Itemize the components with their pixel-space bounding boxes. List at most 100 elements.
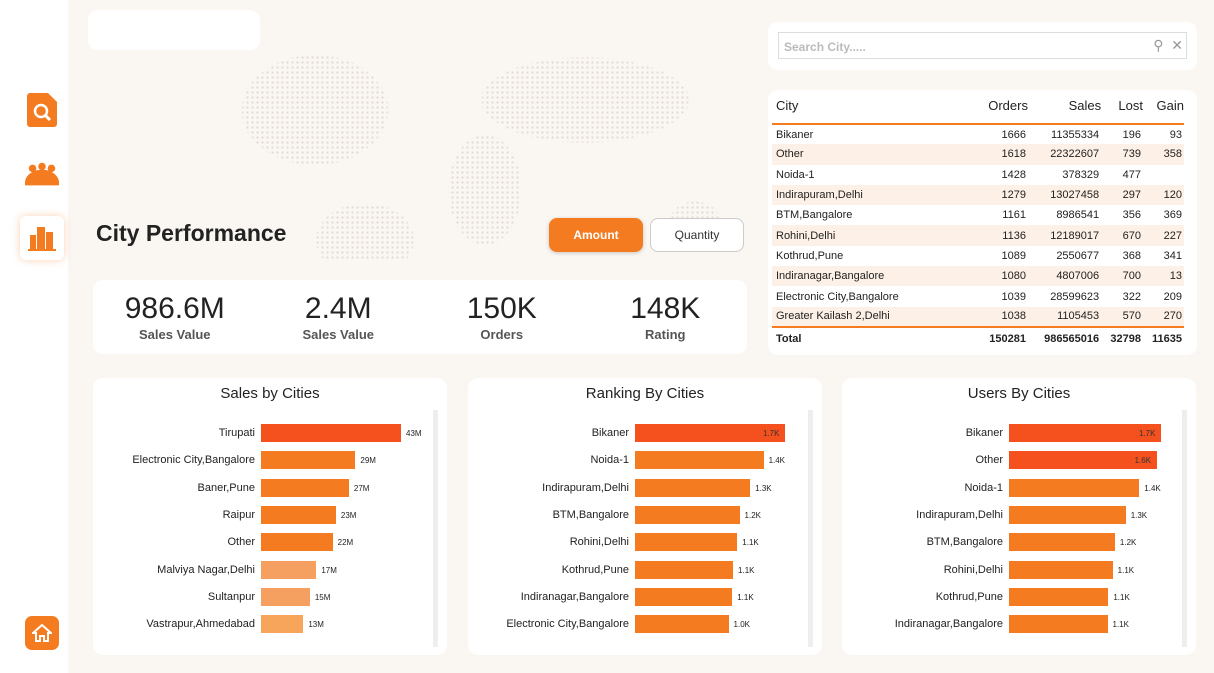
bar[interactable] <box>261 451 356 470</box>
table-row[interactable]: Noida-1 1428 378329 477 <box>772 165 1184 185</box>
table-row[interactable]: Indiranagar,Bangalore 1080 4807006 700 13 <box>772 266 1184 287</box>
column-header-gain[interactable]: Gain <box>1142 90 1184 125</box>
table-cell: Indiranagar,Bangalore <box>772 266 977 287</box>
bar[interactable] <box>261 478 349 497</box>
search-icon[interactable]: ⚲ <box>1153 37 1164 53</box>
kpi-label: Orders <box>480 327 524 342</box>
total-cell: Total <box>772 325 977 351</box>
bar[interactable] <box>1009 533 1115 552</box>
table-cell: 28599623 <box>1050 290 1100 303</box>
amount-toggle-button[interactable]: Amount <box>549 218 643 252</box>
table-row[interactable]: Greater Kailash 2,Delhi 1038 1105453 570 270 <box>772 306 1184 327</box>
total-row: Total 150281 986565016 32798 11635 <box>772 325 1184 351</box>
table-cell: 4807006 <box>1027 266 1102 287</box>
data-label: 1.2K <box>744 510 761 520</box>
bar[interactable] <box>635 533 738 552</box>
scrollbar[interactable] <box>433 410 438 647</box>
category-label: Rohini,Delhi <box>569 536 629 549</box>
bar[interactable] <box>1009 560 1113 579</box>
bar[interactable] <box>1009 424 1161 442</box>
table-cell: Greater Kailash 2,Delhi <box>772 306 977 327</box>
category-label: Malviya Nagar,Delhi <box>157 563 255 576</box>
column-header-orders[interactable]: Orders <box>977 90 1028 125</box>
data-label: 23M <box>340 510 357 520</box>
bar[interactable] <box>261 533 333 552</box>
table-cell: 11355334 <box>1051 128 1100 141</box>
bar[interactable] <box>635 451 764 470</box>
ranking-by-cities-chart: Ranking By Cities Bikaner 1.7K Noida-1 1.4K I… <box>468 378 822 655</box>
kpi-value: 148K <box>630 292 701 325</box>
bar[interactable] <box>635 615 729 634</box>
bar[interactable] <box>261 505 336 524</box>
home-nav-button[interactable] <box>25 616 59 650</box>
table-cell: Noida-1 <box>776 168 815 181</box>
data-label: 1.2K <box>1119 538 1137 548</box>
table-cell: 227 <box>1142 225 1184 246</box>
table-row[interactable]: Electronic City,Bangalore 1039 28599623 322… <box>772 286 1184 306</box>
bar[interactable] <box>635 478 751 497</box>
bar[interactable] <box>635 587 733 606</box>
city-table: City Orders Sales Lost Gain Bikaner 1666 11355… <box>768 90 1197 355</box>
chart-title: Ranking By Cities <box>585 385 705 402</box>
table-row[interactable]: Bikaner 1666 11355334 196 93 <box>772 124 1184 144</box>
category-label: Other <box>975 454 1003 467</box>
category-label: Kothrud,Pune <box>561 563 629 576</box>
report-search-nav-icon[interactable] <box>25 93 59 127</box>
home-icon <box>32 624 52 642</box>
bar[interactable] <box>261 615 304 634</box>
city-nav-icon[interactable] <box>20 216 64 260</box>
page-title: City Performance <box>96 220 287 246</box>
data-label: 29M <box>360 456 376 466</box>
bar[interactable] <box>261 560 317 579</box>
scrollbar[interactable] <box>1182 410 1187 647</box>
blank-card <box>88 10 260 50</box>
table-row[interactable]: BTM,Bangalore 1161 8986541 356 369 <box>772 205 1184 225</box>
table-cell: Other <box>772 144 977 165</box>
data-label: 1.1K <box>1113 592 1130 602</box>
column-header-sales[interactable]: Sales <box>1027 90 1102 125</box>
column-header-city[interactable]: City <box>772 90 977 125</box>
bar[interactable] <box>1009 478 1140 497</box>
data-label: 1.4K <box>1144 483 1161 493</box>
bar[interactable] <box>1009 587 1109 606</box>
data-label: 1.0K <box>733 620 751 630</box>
column-header-lost[interactable]: Lost <box>1101 90 1143 125</box>
users-nav-icon[interactable] <box>25 158 59 192</box>
kpi-label: Rating <box>645 327 686 342</box>
table-row[interactable]: Indirapuram,Delhi 1279 13027458 297 120 <box>772 184 1184 206</box>
data-label: 43M <box>406 429 422 438</box>
table-cell: 196 <box>1122 128 1141 141</box>
total-cell: 150281 <box>977 325 1028 351</box>
bar[interactable] <box>635 560 734 579</box>
table-cell: 1618 <box>977 144 1028 165</box>
category-label: Other <box>227 536 255 549</box>
bar[interactable] <box>1009 615 1108 634</box>
bar[interactable] <box>635 424 785 442</box>
table-cell: 1161 <box>1002 209 1026 222</box>
scrollbar[interactable] <box>808 410 813 647</box>
bar[interactable] <box>261 424 401 442</box>
bar[interactable] <box>1009 451 1157 470</box>
table-row[interactable]: Other 1618 22322607 739 358 <box>772 144 1184 165</box>
table-row[interactable]: Kothrud,Pune 1089 2550677 368 341 <box>772 246 1184 266</box>
chart-title: Users By Cities <box>967 385 1071 402</box>
table-cell: 369 <box>1163 209 1182 222</box>
bar[interactable] <box>635 505 740 524</box>
category-label: Baner,Pune <box>197 481 256 494</box>
data-label: 1.6K <box>1134 456 1152 466</box>
category-label: Electronic City,Bangalore <box>132 454 255 467</box>
search-city-input[interactable]: Search City..... <box>778 32 1187 59</box>
total-cell: 986565016 <box>1027 325 1102 351</box>
search-card: Search City..... ⚲ ✕ <box>768 22 1197 70</box>
kpi-label: Sales Value <box>302 327 375 342</box>
kpi-value: 986.6M <box>124 292 225 325</box>
table-cell: 1038 <box>977 306 1028 327</box>
clear-icon[interactable]: ✕ <box>1171 37 1183 53</box>
bar[interactable] <box>1009 505 1126 524</box>
table-row[interactable]: Rohini,Delhi 1136 12189017 670 227 <box>772 225 1184 246</box>
category-label: Raipur <box>222 508 255 521</box>
quantity-toggle-button[interactable]: Quantity <box>650 218 744 252</box>
data-label: 1.7K <box>763 429 780 438</box>
category-label: Indiranagar,Bangalore <box>894 618 1003 631</box>
bar[interactable] <box>261 587 310 606</box>
